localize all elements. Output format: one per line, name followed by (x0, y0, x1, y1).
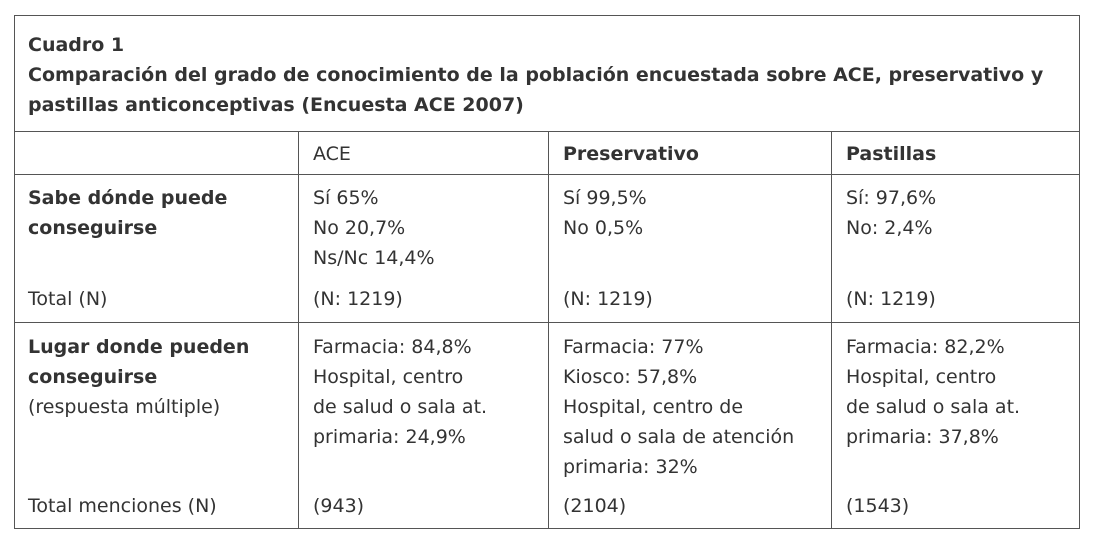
row2-preservativo-value: salud o sala de atención (563, 426, 795, 448)
row1-preservativo-value: Sí 99,5% (563, 187, 647, 209)
row2-ace-value: Hospital, centro (313, 366, 464, 388)
row2-preservativo-value: Hospital, centro de (563, 396, 744, 418)
row2-label-line1: Lugar donde pueden (28, 336, 250, 358)
caption-number: Cuadro 1 (28, 34, 125, 56)
row1-ace-value: No 20,7% (313, 217, 406, 239)
row1-preservativo-cell: Sí 99,5% No 0,5% (563, 183, 647, 243)
row1-preservativo-value: No 0,5% (563, 217, 644, 239)
table-frame: Cuadro 1 Comparación del grado de conoci… (14, 15, 1080, 529)
row1-label-line1: Sabe dónde puede (28, 187, 228, 209)
header-cell-ace: ACE (313, 143, 351, 165)
row1-ace-value: Ns/Nc 14,4% (313, 247, 435, 269)
caption-title-line2: pastillas anticonceptivas (Encuesta ACE … (28, 94, 524, 116)
row2-preservativo-value: Farmacia: 77% (563, 336, 704, 358)
column-divider (831, 132, 832, 528)
row2-preservativo-value: Kiosco: 57,8% (563, 366, 698, 388)
row1-total-pastillas: (N: 1219) (846, 288, 936, 310)
row2-ace-cell: Farmacia: 84,8% Hospital, centro de salu… (313, 332, 487, 452)
header-cell-preservativo: Preservativo (563, 143, 699, 165)
row-divider (15, 322, 1079, 323)
row2-preservativo-value: primaria: 32% (563, 456, 698, 478)
row2-ace-value: primaria: 24,9% (313, 426, 466, 448)
row2-pastillas-value: Hospital, centro (846, 366, 997, 388)
row2-ace-value: de salud o sala at. (313, 396, 488, 418)
row2-label-line3: (respuesta múltiple) (28, 396, 221, 418)
row2-label-line2: conseguirse (28, 366, 158, 388)
row2-total-ace: (943) (313, 495, 365, 517)
caption-title-line1: Comparación del grado de conocimiento de… (28, 64, 1044, 86)
row2-pastillas-cell: Farmacia: 82,2% Hospital, centro de salu… (846, 332, 1020, 452)
row2-total-label: Total menciones (N) (28, 495, 217, 517)
row1-pastillas-value: Sí: 97,6% (846, 187, 937, 209)
row1-label-line2: conseguirse (28, 217, 158, 239)
row2-preservativo-cell: Farmacia: 77% Kiosco: 57,8% Hospital, ce… (563, 332, 794, 482)
row1-total-label: Total (N) (28, 288, 108, 310)
row1-pastillas-value: No: 2,4% (846, 217, 933, 239)
row1-ace-cell: Sí 65% No 20,7% Ns/Nc 14,4% (313, 183, 435, 273)
column-divider (298, 132, 299, 528)
header-cell-pastillas: Pastillas (846, 143, 937, 165)
column-divider (548, 132, 549, 528)
row1-total-preservativo: (N: 1219) (563, 288, 653, 310)
row2-ace-value: Farmacia: 84,8% (313, 336, 472, 358)
row2-total-preservativo: (2104) (563, 495, 627, 517)
row1-label: Sabe dónde puede conseguirse (28, 183, 227, 243)
row2-pastillas-value: Farmacia: 82,2% (846, 336, 1005, 358)
row1-total-ace: (N: 1219) (313, 288, 403, 310)
row2-pastillas-value: de salud o sala at. (846, 396, 1021, 418)
row2-pastillas-value: primaria: 37,8% (846, 426, 999, 448)
table-caption: Cuadro 1 Comparación del grado de conoci… (15, 16, 1079, 132)
row-divider (15, 174, 1079, 175)
row2-label: Lugar donde pueden conseguirse (respuest… (28, 332, 249, 422)
row1-ace-value: Sí 65% (313, 187, 379, 209)
row2-total-pastillas: (1543) (846, 495, 910, 517)
row1-pastillas-cell: Sí: 97,6% No: 2,4% (846, 183, 936, 243)
